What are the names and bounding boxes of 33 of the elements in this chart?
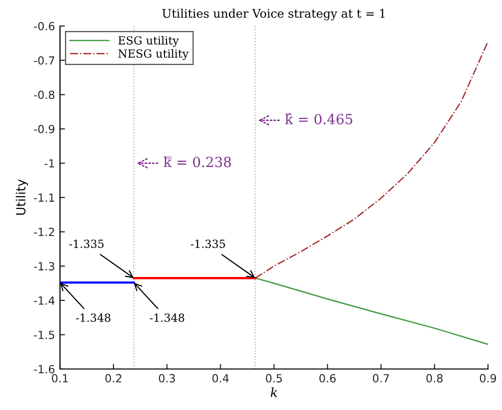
y-tick-label: -1.2 — [34, 228, 54, 236]
x-tick-label: 0.6 — [319, 374, 336, 382]
x-tick-label: 0.8 — [426, 374, 443, 382]
annotation: -1.348 — [76, 313, 110, 322]
ref-line-label: k̂ = 0.465 — [285, 113, 352, 124]
x-tick-label: 0.2 — [105, 374, 122, 382]
y-tick-label: -0.6 — [34, 22, 54, 30]
line-series — [254, 277, 488, 345]
x-tick-label: 0.5 — [266, 374, 282, 382]
line-series — [254, 40, 488, 279]
x-tick-label: 0.7 — [372, 374, 389, 382]
annotation: -1.335 — [69, 240, 104, 248]
y-tick-label: -1.5 — [34, 330, 54, 340]
legend-label: ESG utility — [118, 36, 179, 47]
y-axis-title: Utility — [16, 179, 28, 215]
chart-title: Utilities under Voice strategy at t = 1 — [162, 8, 385, 20]
y-tick-label: -1.4 — [34, 296, 55, 305]
y-tick-label: -0.8 — [34, 90, 54, 99]
x-tick-label: 0.9 — [480, 374, 496, 382]
legend-label: NESG utility — [118, 49, 189, 60]
x-tick-label: 0.1 — [52, 374, 68, 382]
y-tick-label: -1.1 — [34, 194, 54, 202]
annotation: -1.348 — [150, 313, 184, 322]
y-tick-label: -0.9 — [34, 124, 54, 134]
y-tick-label: -1 — [44, 159, 54, 168]
y-tick-label: -1.6 — [34, 364, 54, 374]
y-tick-label: -0.7 — [34, 56, 54, 65]
y-tick-label: -1.3 — [34, 262, 54, 270]
x-tick-label: 0.3 — [158, 374, 175, 382]
x-axis-title: k — [270, 387, 278, 397]
annotation: -1.335 — [190, 240, 225, 248]
x-tick-label: 0.4 — [212, 374, 229, 382]
ref-line-label: k̿ = 0.238 — [164, 156, 231, 168]
